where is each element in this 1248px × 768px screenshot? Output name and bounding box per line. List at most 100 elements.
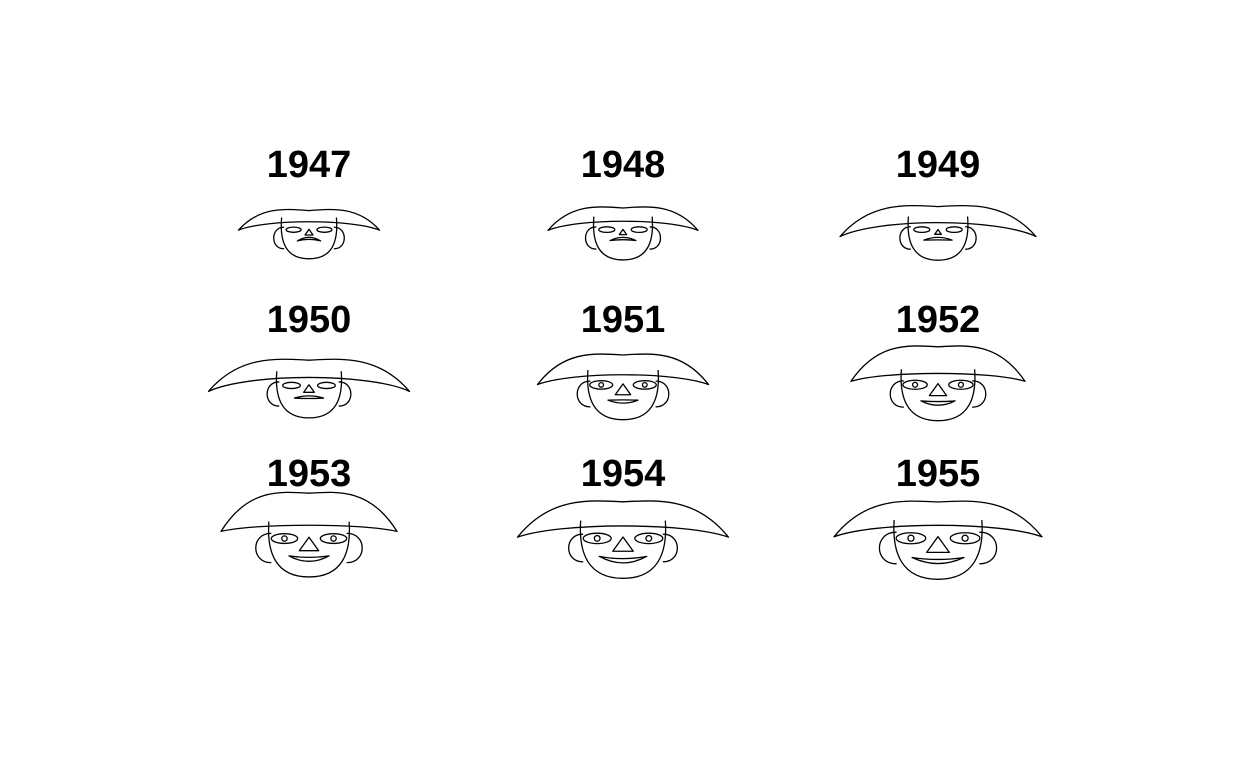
- face-label: 1952: [896, 299, 981, 341]
- pupil-left: [911, 381, 919, 388]
- ear-right: [338, 381, 352, 407]
- eye-right: [316, 226, 333, 233]
- nose: [928, 382, 948, 397]
- ear-left: [899, 226, 912, 250]
- nose: [303, 384, 315, 393]
- face-label: 1950: [267, 299, 352, 341]
- eye-left: [598, 226, 616, 234]
- ear-right: [655, 380, 670, 408]
- hat: [220, 491, 398, 533]
- ear-left: [889, 380, 905, 408]
- pupil-left: [907, 534, 915, 542]
- nose: [304, 228, 314, 236]
- pupil-right: [330, 535, 337, 542]
- face-outline: [275, 371, 343, 419]
- face-1953: 1953: [220, 453, 398, 578]
- pupil-left: [598, 381, 605, 388]
- ear-left: [568, 533, 584, 563]
- mouth: [607, 399, 639, 404]
- eye-left: [285, 226, 302, 233]
- pupil-right: [957, 381, 965, 388]
- nose: [614, 383, 632, 396]
- nose: [934, 228, 942, 235]
- eye-right: [949, 532, 981, 545]
- eye-right: [634, 532, 664, 545]
- eye-left: [582, 532, 612, 545]
- hat: [237, 208, 381, 231]
- face-1949: 1949: [839, 144, 1037, 261]
- face-1950: 1950: [207, 299, 411, 419]
- eye-left: [902, 379, 928, 390]
- face-outline: [280, 217, 338, 260]
- face-label: 1947: [267, 144, 352, 186]
- face-1951: 1951: [536, 299, 710, 421]
- nose: [926, 535, 950, 553]
- hat: [850, 345, 1026, 382]
- hat: [839, 205, 1037, 238]
- ear-left: [255, 532, 272, 564]
- face-outline: [267, 521, 351, 578]
- pupil-left: [281, 535, 288, 542]
- hat: [547, 206, 699, 232]
- eye-right: [945, 226, 963, 234]
- face-outline: [579, 520, 667, 579]
- eye-right: [632, 380, 657, 390]
- nose: [612, 536, 634, 552]
- ear-right: [971, 380, 987, 408]
- ear-left: [584, 226, 597, 250]
- ear-right: [964, 226, 977, 250]
- ear-right: [979, 531, 998, 565]
- hat: [516, 500, 730, 538]
- mouth: [911, 556, 965, 565]
- face-1947: 1947: [237, 144, 381, 260]
- mouth: [609, 236, 637, 242]
- eye-right: [948, 379, 974, 390]
- eye-right: [319, 533, 348, 545]
- face-1952: 1952: [850, 299, 1026, 422]
- mouth: [598, 555, 648, 564]
- hat: [207, 358, 411, 393]
- pupil-left: [593, 534, 601, 542]
- eye-right: [630, 226, 648, 234]
- mouth: [920, 400, 956, 406]
- face-label: 1955: [896, 453, 981, 495]
- eye-left: [895, 532, 927, 545]
- face-outline: [900, 369, 976, 422]
- pupil-right: [641, 381, 648, 388]
- eye-left: [282, 381, 301, 390]
- mouth: [288, 555, 330, 562]
- face-label: 1949: [896, 144, 981, 186]
- pupil-right: [961, 534, 969, 542]
- nose: [618, 228, 628, 236]
- face-label: 1954: [581, 453, 666, 495]
- mouth: [296, 236, 322, 242]
- nose: [298, 536, 320, 552]
- hat: [833, 500, 1043, 538]
- ear-left: [878, 531, 897, 565]
- hat: [536, 353, 710, 386]
- eye-left: [589, 380, 614, 390]
- eye-left: [913, 226, 931, 234]
- ear-left: [266, 381, 280, 407]
- face-1954: 1954: [516, 453, 730, 579]
- ear-right: [346, 532, 363, 564]
- face-1948: 1948: [547, 144, 699, 261]
- face-outline: [592, 216, 654, 261]
- mouth: [923, 236, 953, 241]
- face-label: 1953: [267, 453, 352, 495]
- ear-left: [576, 380, 591, 408]
- face-outline: [586, 369, 660, 421]
- ear-right: [649, 226, 662, 250]
- mouth: [293, 395, 325, 400]
- ear-right: [662, 533, 678, 563]
- face-outline: [907, 216, 969, 261]
- eye-left: [270, 533, 299, 545]
- face-label: 1948: [581, 144, 666, 186]
- face-outline: [893, 519, 983, 580]
- eye-right: [317, 381, 336, 390]
- pupil-right: [645, 534, 653, 542]
- face-1955: 1955: [833, 453, 1043, 580]
- face-label: 1951: [581, 299, 666, 341]
